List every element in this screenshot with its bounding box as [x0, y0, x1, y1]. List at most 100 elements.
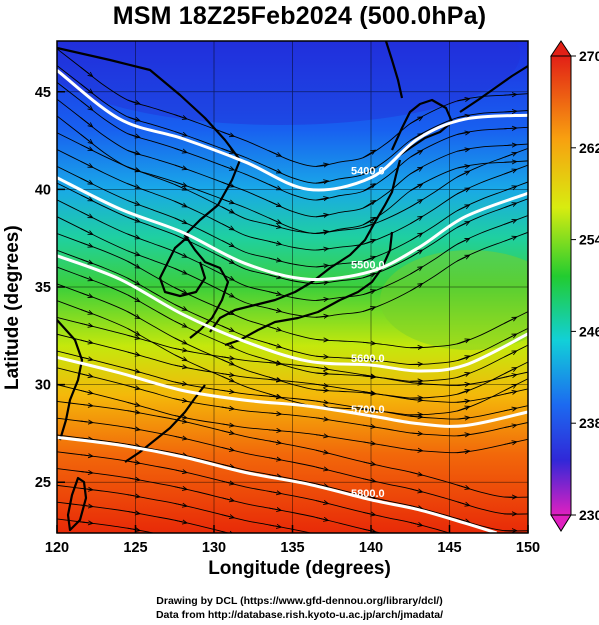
- streamline-arrow: [221, 357, 234, 359]
- streamline-arrow: [504, 391, 516, 394]
- x-axis-label: Longitude (degrees): [208, 558, 391, 579]
- height-contours: [57, 69, 528, 533]
- coastline-ryukyu: [124, 384, 206, 463]
- streamline-arrow: [268, 491, 281, 493]
- streamline-arrow: [221, 498, 234, 501]
- y-axis-ticks: 25 30 35 40 45: [35, 85, 65, 491]
- streamline-arrow: [268, 258, 281, 261]
- streamline: [57, 98, 528, 218]
- streamline-arrow: [268, 525, 281, 527]
- streamline-arrow: [80, 133, 93, 143]
- streamline-arrow: [80, 505, 93, 506]
- streamline-arrow: [81, 539, 93, 540]
- streamline-arrow: [80, 100, 93, 110]
- streamline-arrow: [457, 407, 469, 412]
- streamline-arrow: [174, 337, 187, 344]
- colorbar-tick-label: 238: [579, 415, 599, 431]
- streamline-arrow: [268, 308, 281, 311]
- streamline-arrow: [504, 317, 516, 324]
- streamline-arrow: [80, 488, 93, 489]
- streamline-arrow: [127, 461, 140, 463]
- coastline-asia-mainland: [57, 46, 242, 339]
- contour-label: 5400.0: [351, 166, 385, 178]
- streamline-arrow: [363, 442, 375, 444]
- y-axis-label: Latitude (degrees): [2, 225, 23, 390]
- streamline-arrow: [504, 203, 516, 208]
- streamline-arrow: [174, 251, 187, 257]
- streamline-arrow: [80, 455, 93, 456]
- streamline-arrow: [127, 311, 140, 319]
- streamline-arrow: [410, 383, 422, 384]
- streamline-arrow: [362, 184, 375, 192]
- y-tick-label: 45: [35, 85, 51, 101]
- streamline-arrow: [363, 462, 375, 465]
- x-tick-label: 120: [45, 540, 69, 556]
- streamline-arrow: [268, 292, 281, 295]
- streamline-arrow: [268, 396, 281, 397]
- streamline-arrow: [363, 479, 375, 482]
- streamline-arrow: [457, 356, 469, 362]
- streamline-arrow: [221, 375, 234, 381]
- contour-line: [57, 254, 528, 373]
- streamline-arrow: [315, 367, 328, 369]
- streamline-arrow: [457, 339, 469, 345]
- streamline-arrow: [457, 390, 469, 395]
- streamline-arrow: [268, 326, 281, 331]
- streamline-arrow: [268, 430, 281, 431]
- streamline-arrow: [362, 218, 375, 226]
- streamline-arrow: [221, 223, 234, 230]
- streamline-arrow: [221, 374, 234, 376]
- streamline-arrow: [127, 116, 140, 121]
- streamline-arrow: [80, 438, 93, 439]
- streamline-arrow: [127, 328, 140, 335]
- streamline-arrow: [127, 528, 140, 530]
- colorbar-ticks: 270 262 254 246 238 230: [571, 48, 599, 523]
- streamline-arrow: [315, 517, 328, 520]
- streamline-arrow: [316, 339, 328, 340]
- streamline-arrow: [410, 250, 422, 258]
- streamline-arrow: [504, 385, 516, 391]
- streamline-arrow: [221, 325, 234, 331]
- y-tick-label: 30: [35, 378, 51, 394]
- streamline-arrow: [127, 411, 140, 413]
- streamline-arrow: [174, 131, 187, 135]
- streamline-arrow: [268, 458, 281, 460]
- streamline-arrow: [80, 292, 93, 297]
- y-tick-label: 35: [35, 280, 51, 296]
- streamline-arrow: [268, 183, 281, 189]
- contour-line: [57, 69, 528, 192]
- streamline-arrow: [362, 167, 375, 175]
- streamline-arrow: [504, 145, 516, 146]
- streamline-arrow: [80, 421, 93, 422]
- contour-label: 5700.0: [351, 404, 385, 416]
- streamline-arrow: [127, 200, 140, 205]
- streamline-arrow: [363, 408, 375, 410]
- coastlines: [57, 41, 528, 532]
- streamline-arrow: [127, 351, 140, 355]
- streamline-arrow: [268, 241, 281, 244]
- streamline-arrow: [127, 427, 140, 429]
- contour-line: [57, 176, 528, 281]
- streamline-arrow: [362, 290, 375, 296]
- streamline-arrow: [174, 354, 187, 361]
- streamline-arrow: [221, 240, 234, 247]
- streamline-arrow: [316, 534, 328, 537]
- x-tick-label: 125: [123, 540, 147, 556]
- streamline-arrow: [457, 484, 469, 489]
- streamline-arrow: [174, 287, 187, 294]
- streamline-arrow: [269, 542, 281, 544]
- streamline-arrow: [410, 200, 422, 208]
- streamline-arrow: [410, 416, 422, 417]
- streamline-arrow: [363, 392, 375, 394]
- streamline-arrow: [504, 153, 516, 158]
- streamline-arrow: [315, 316, 328, 317]
- colorbar-max-triangle: [550, 40, 572, 57]
- cold-core-shading: [57, 41, 520, 125]
- streamline-arrow: [504, 220, 516, 225]
- streamline-arrow: [221, 198, 234, 203]
- streamline-arrow: [457, 188, 469, 195]
- streamline-arrow: [457, 451, 469, 453]
- streamline-arrow: [221, 407, 234, 409]
- streamline-arrow: [410, 521, 422, 525]
- streamline-arrow: [268, 217, 281, 223]
